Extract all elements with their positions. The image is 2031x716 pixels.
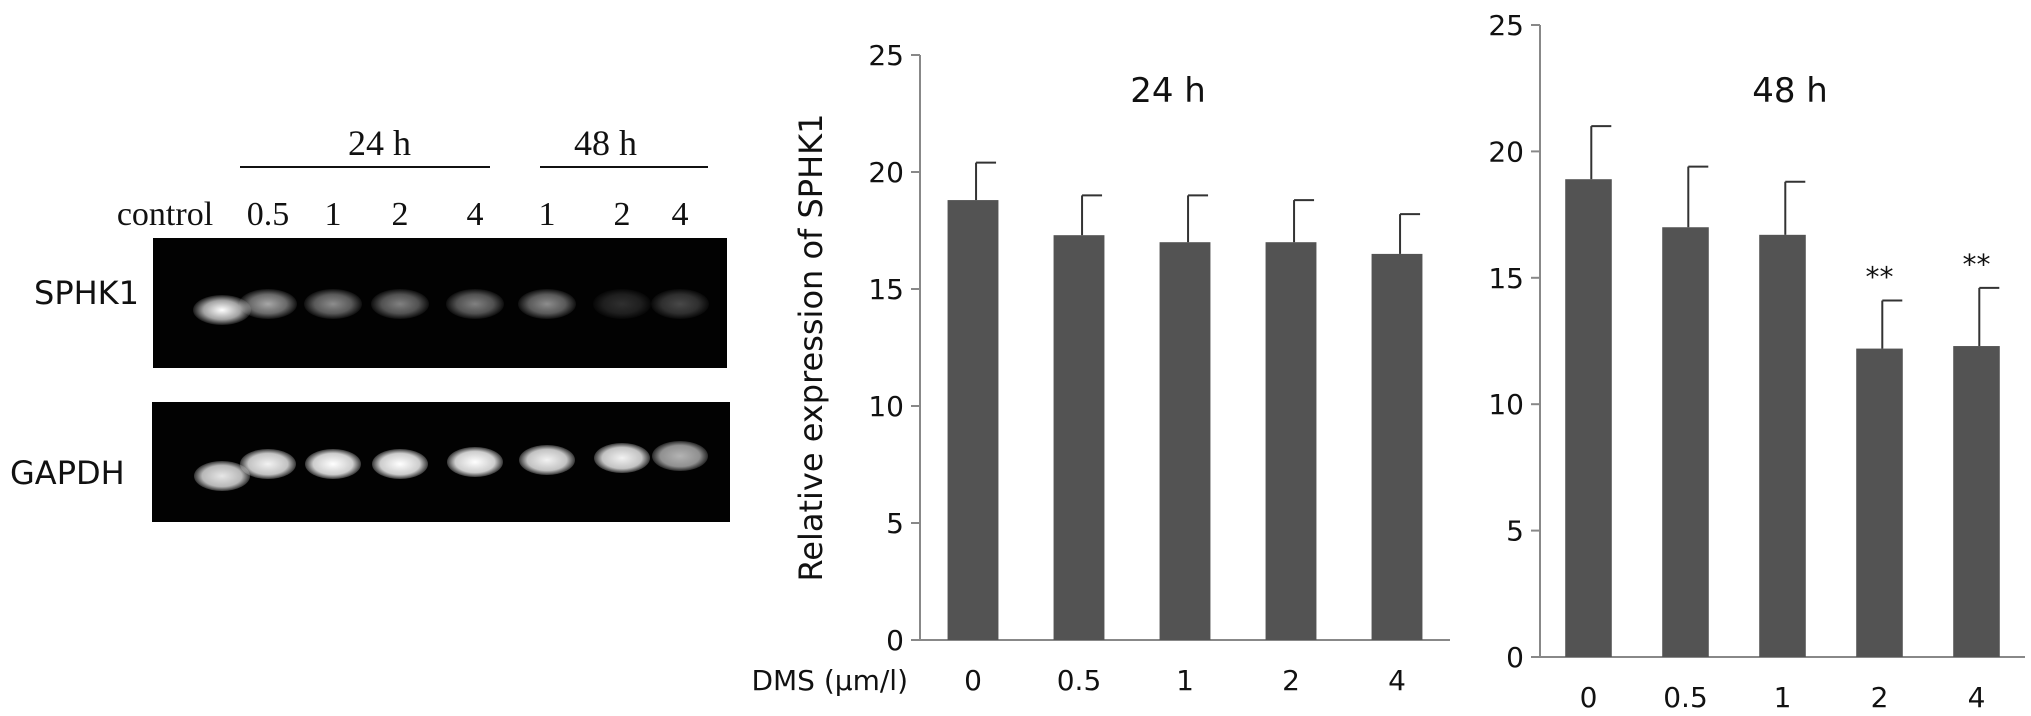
- x-axis-label: DMS (μm/l): [751, 664, 908, 697]
- gel-bracket-48h: [540, 166, 708, 168]
- x-tick-label: 0: [964, 664, 982, 697]
- lane-label: control: [116, 196, 214, 233]
- y-tick-label: 25: [1488, 9, 1524, 42]
- bar: [1856, 348, 1903, 657]
- significance-label: **: [1866, 261, 1894, 294]
- lane-label: 1: [538, 196, 556, 233]
- y-tick-label: 15: [868, 273, 904, 306]
- gel-band-gapdh: [372, 449, 428, 479]
- y-tick-label: 10: [868, 390, 904, 423]
- gel-band-sphk1: [239, 289, 297, 319]
- y-tick-label: 25: [868, 39, 904, 72]
- lane-label: 2: [391, 196, 409, 233]
- x-tick-label: 4: [1388, 664, 1406, 697]
- gel-header-24h: 24 h: [348, 123, 411, 163]
- chart-title: 24 h: [1130, 71, 1206, 111]
- gel-band-gapdh: [594, 443, 650, 473]
- y-tick-label: 0: [886, 624, 904, 657]
- gel-band-gapdh: [652, 441, 708, 471]
- x-tick-label: 2: [1871, 681, 1889, 714]
- y-axis-label: Relative expression of SPHK1: [792, 113, 830, 581]
- gel-bracket-24h: [240, 166, 490, 168]
- x-tick-label: 1: [1176, 664, 1194, 697]
- gel-band-gapdh: [305, 449, 361, 479]
- gel-band-gapdh: [447, 447, 503, 477]
- gel-band-sphk1: [651, 289, 709, 319]
- x-tick-label: 0.5: [1663, 681, 1708, 714]
- bar: [1565, 179, 1612, 657]
- gel-band-sphk1: [518, 289, 576, 319]
- x-tick-label: 4: [1968, 681, 1986, 714]
- bar: [1759, 234, 1806, 657]
- y-tick-label: 15: [1488, 262, 1524, 295]
- y-tick-label: 5: [1506, 515, 1524, 548]
- gel-band-sphk1: [593, 289, 651, 319]
- significance-label: **: [1963, 248, 1991, 281]
- lane-label: 4: [671, 196, 689, 233]
- lane-label: 2: [613, 196, 631, 233]
- gel-header-48h: 48 h: [574, 123, 637, 163]
- bar: [1159, 242, 1211, 640]
- gel-band-gapdh: [519, 445, 575, 475]
- y-tick-label: 0: [1506, 641, 1524, 674]
- bar: [1053, 235, 1105, 640]
- y-tick-label: 10: [1488, 388, 1524, 421]
- gel-gapdh: [152, 402, 730, 522]
- gene-label-sphk1: SPHK1: [34, 274, 140, 312]
- y-tick-label: 20: [868, 156, 904, 189]
- bar: [1662, 227, 1709, 658]
- gel-sphk1: [153, 238, 727, 368]
- gel-band-sphk1: [304, 289, 362, 319]
- gel-band-gapdh: [240, 449, 296, 479]
- chart-title: 48 h: [1752, 71, 1828, 111]
- x-tick-label: 0.5: [1057, 664, 1102, 697]
- gel-panel: 24 h 48 h control 0.5 1 2 4 1 2 4 SPHK1 GAPDH: [0, 0, 740, 716]
- bar: [947, 200, 999, 640]
- bar-chart-24h: 0 5 10 15 20 25 0 0.5 1 2 4 24 h Relative expression…: [751, 39, 1450, 697]
- bar: [1265, 242, 1317, 640]
- x-tick-label: 2: [1282, 664, 1300, 697]
- y-tick-label: 5: [886, 507, 904, 540]
- bar: [1953, 346, 2000, 657]
- lane-label: 1: [324, 196, 342, 233]
- y-tick-label: 20: [1488, 135, 1524, 168]
- x-tick-label: 1: [1774, 681, 1792, 714]
- lane-label: 4: [466, 196, 484, 233]
- bar-chart-48h: 0 5 10 15 20 25 0 0.5 1 2 ** 4 ** 48 h: [1488, 9, 2025, 714]
- lane-label: 0.5: [246, 196, 290, 233]
- gel-band-sphk1: [446, 289, 504, 319]
- bar: [1371, 253, 1423, 640]
- gene-label-gapdh: GAPDH: [10, 454, 125, 492]
- x-tick-label: 0: [1580, 681, 1598, 714]
- gel-band-sphk1: [371, 289, 429, 319]
